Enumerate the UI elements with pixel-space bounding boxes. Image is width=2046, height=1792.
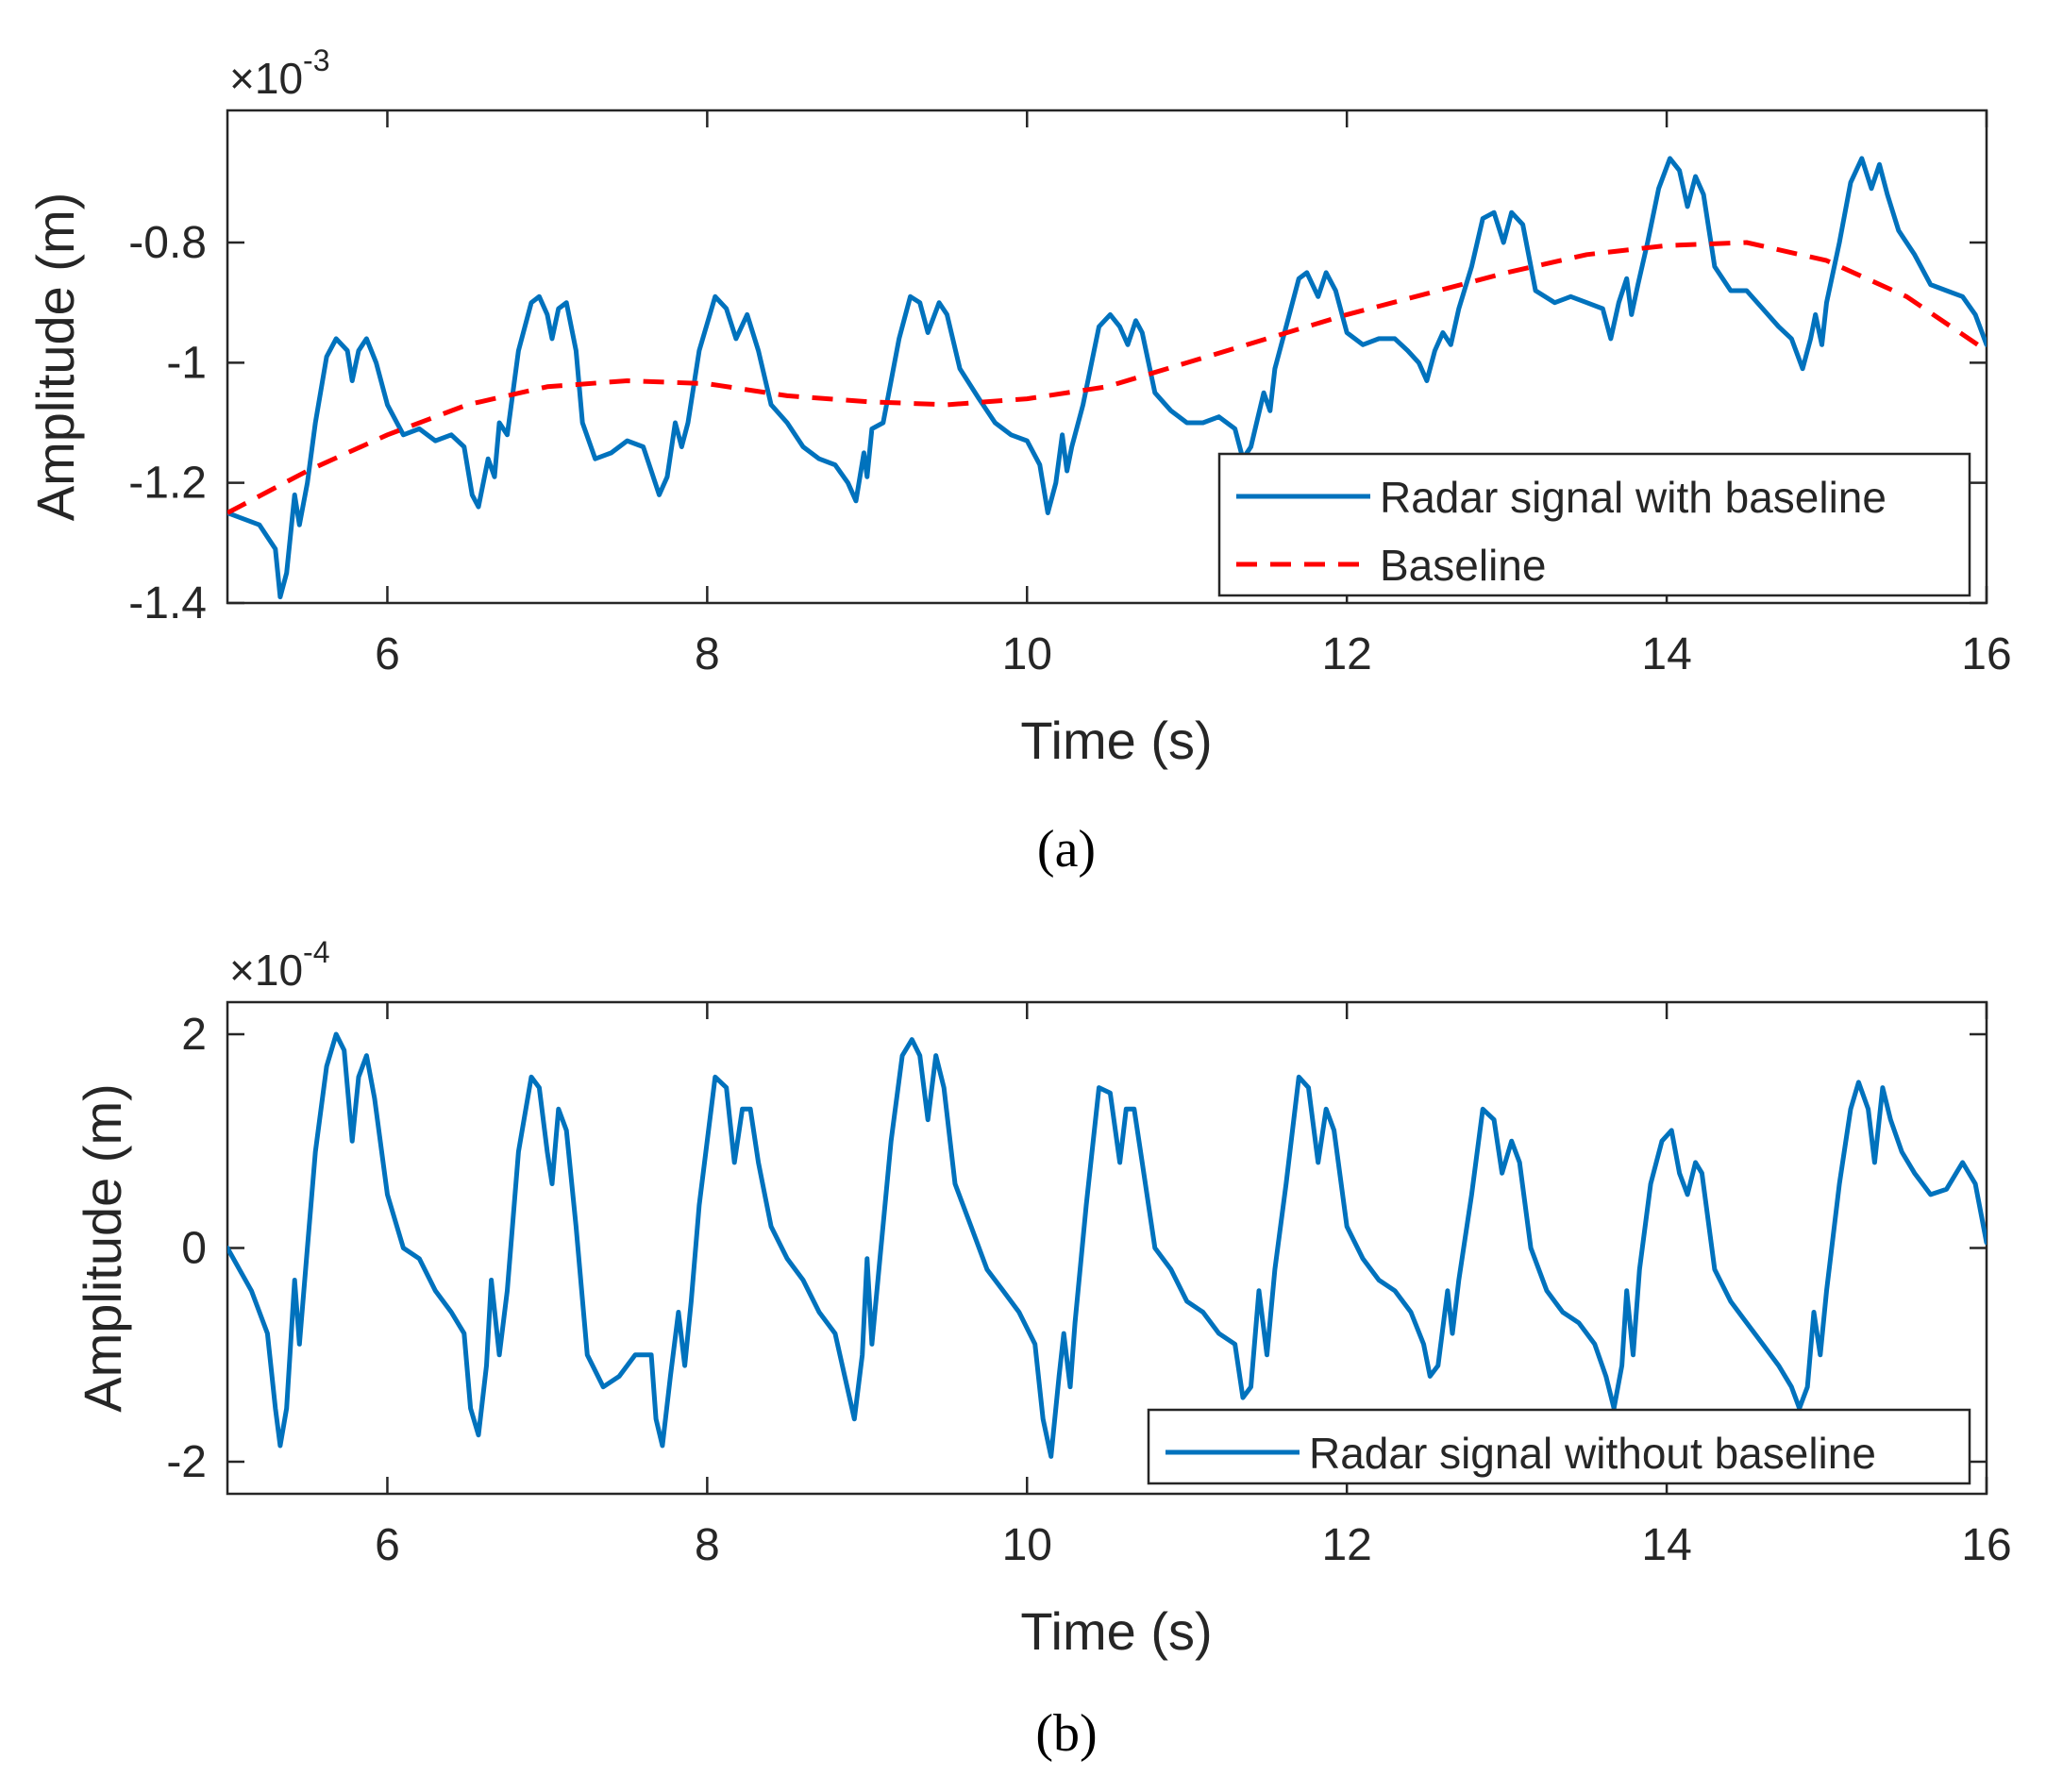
x-tick-label: 16 <box>1961 629 2011 679</box>
legend: Radar signal with baseline Baseline <box>1217 452 1971 597</box>
figure-caption: (b) <box>1035 1704 1097 1763</box>
chart-a: 6 8 10 12 14 16 -1.4 -1.2 -1 -0.8 ×10-3 Time (s) Amp… <box>25 43 2012 879</box>
y-exponent-label: ×10-4 <box>229 935 329 995</box>
x-tick-label: 6 <box>375 1520 400 1570</box>
x-tick-label: 10 <box>1002 1520 1052 1570</box>
legend-label: Baseline <box>1380 541 1546 590</box>
x-tick-label: 14 <box>1641 1520 1691 1570</box>
y-tick-label: -1.4 <box>128 578 207 628</box>
y-exponent-base: ×10 <box>229 54 303 103</box>
legend-box <box>1217 452 1971 597</box>
legend: Radar signal without baseline <box>1147 1408 1971 1485</box>
y-exponent-base: ×10 <box>229 946 303 995</box>
x-tick-label: 8 <box>695 629 720 679</box>
y-tick-label: -2 <box>166 1437 207 1487</box>
x-tick-label: 12 <box>1321 629 1371 679</box>
legend-label: Radar signal without baseline <box>1309 1429 1876 1478</box>
y-exponent-power: -3 <box>303 43 329 77</box>
figure-caption: (a) <box>1037 820 1096 879</box>
legend-label: Radar signal with baseline <box>1380 473 1887 522</box>
x-tick-label: 12 <box>1321 1520 1371 1570</box>
y-tick-label: -0.8 <box>128 218 207 268</box>
x-tick-label: 10 <box>1002 629 1052 679</box>
y-tick-label: -1.2 <box>128 459 207 509</box>
y-axis-label: Amplitude (m) <box>73 1083 132 1413</box>
x-axis-label: Time (s) <box>1020 1601 1212 1661</box>
legend-box <box>1147 1408 1971 1485</box>
y-tick-label: -1 <box>166 338 207 388</box>
y-tick-label: 2 <box>181 1010 207 1060</box>
x-tick-label: 14 <box>1641 629 1691 679</box>
x-axis-label: Time (s) <box>1020 711 1212 770</box>
x-tick-label: 6 <box>375 629 400 679</box>
y-axis-label: Amplitude (m) <box>25 193 85 522</box>
series-line-radar-signal <box>227 156 1987 600</box>
series-line-baseline <box>227 240 1987 515</box>
chart-b: 6 8 10 12 14 16 -2 0 2 ×10-4 Time (s) Amplitude (m)… <box>73 935 2012 1763</box>
x-tick-label: 8 <box>695 1520 720 1570</box>
y-exponent-label: ×10-3 <box>229 43 329 103</box>
x-tick-label: 16 <box>1961 1520 2011 1570</box>
series-line-radar-signal <box>227 1031 1987 1459</box>
y-exponent-power: -4 <box>303 935 329 969</box>
y-tick-label: 0 <box>181 1224 207 1274</box>
